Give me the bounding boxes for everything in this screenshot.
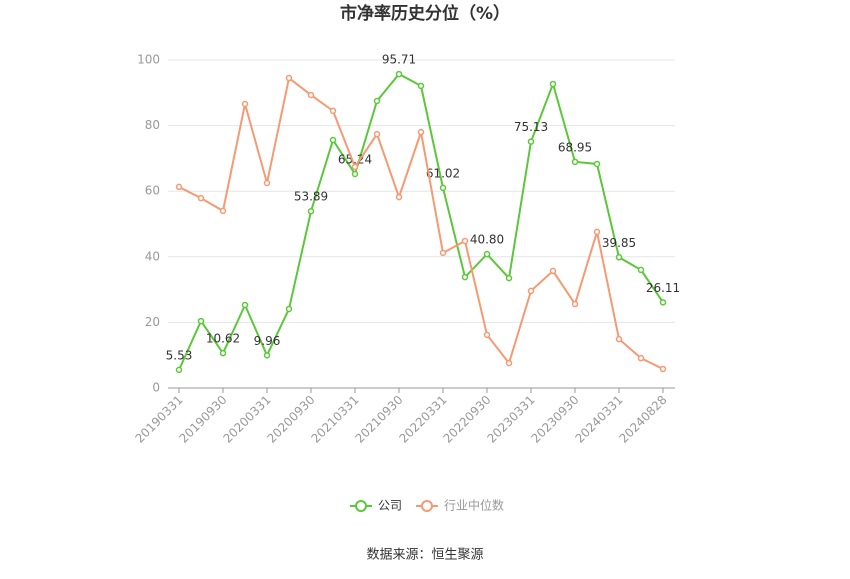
data-point — [637, 354, 645, 362]
data-point — [307, 91, 315, 99]
data-point — [483, 250, 491, 258]
data-point — [395, 193, 403, 201]
data-point — [197, 194, 205, 202]
data-point — [439, 184, 447, 192]
data-point — [351, 163, 359, 171]
source-note: 数据来源：恒生聚源 — [366, 548, 483, 563]
series-line — [178, 72, 664, 371]
legend-label: 公司 — [378, 499, 402, 513]
data-point — [263, 352, 271, 359]
data-label: 68.95 — [558, 140, 592, 154]
data-label: 26.11 — [646, 281, 680, 295]
data-point — [549, 80, 557, 88]
data-point — [351, 170, 359, 178]
data-label: 9.96 — [254, 334, 281, 348]
y-tick-label: 0 — [152, 381, 160, 395]
data-point — [417, 82, 425, 90]
data-point — [615, 335, 623, 343]
data-point — [175, 183, 183, 191]
data-label: 10.62 — [206, 332, 240, 346]
data-point — [615, 254, 623, 261]
data-point — [241, 100, 249, 108]
data-point — [483, 331, 491, 339]
data-point — [329, 107, 337, 115]
data-point — [637, 266, 645, 274]
data-point — [571, 300, 579, 308]
data-point — [505, 274, 513, 282]
data-label: 65.24 — [338, 153, 372, 167]
data-point — [439, 249, 447, 257]
data-point — [659, 299, 667, 306]
chart-title: 市净率历史分位（%） — [340, 3, 510, 24]
data-point — [461, 237, 469, 245]
data-point — [307, 207, 315, 215]
data-point — [549, 267, 557, 275]
data-point — [285, 305, 293, 313]
data-point — [373, 97, 381, 105]
data-point — [241, 301, 249, 309]
data-label: 61.02 — [426, 166, 460, 180]
data-point — [461, 273, 469, 281]
data-point — [395, 70, 403, 78]
data-point — [219, 207, 227, 215]
data-point — [505, 359, 513, 367]
data-point — [197, 317, 205, 325]
data-point — [659, 365, 667, 373]
y-tick-label: 40 — [145, 249, 160, 263]
data-label: 95.71 — [382, 53, 416, 67]
data-point — [527, 138, 535, 145]
legend-marker — [421, 500, 433, 512]
data-point — [527, 287, 535, 295]
data-point — [263, 179, 271, 187]
data-label: 40.80 — [470, 233, 504, 247]
data-label: 53.89 — [294, 190, 328, 204]
data-point — [417, 128, 425, 136]
data-point — [593, 160, 601, 168]
legend-label: 行业中位数 — [444, 498, 504, 513]
data-point — [219, 349, 227, 357]
data-point — [329, 136, 337, 144]
data-label: 75.13 — [514, 120, 548, 134]
data-point — [175, 366, 183, 374]
data-point — [285, 74, 293, 82]
y-tick-label: 100 — [137, 53, 160, 67]
y-tick-label: 20 — [145, 315, 160, 329]
data-point — [593, 228, 601, 236]
data-label: 39.85 — [602, 236, 636, 250]
x-tick-label: 20240828 — [617, 393, 670, 446]
series-line — [178, 76, 664, 370]
data-label: 5.53 — [166, 348, 193, 362]
data-point — [373, 130, 381, 138]
legend-marker — [355, 500, 367, 512]
data-point — [571, 158, 579, 166]
y-tick-label: 80 — [145, 118, 160, 132]
y-tick-label: 60 — [145, 184, 160, 198]
